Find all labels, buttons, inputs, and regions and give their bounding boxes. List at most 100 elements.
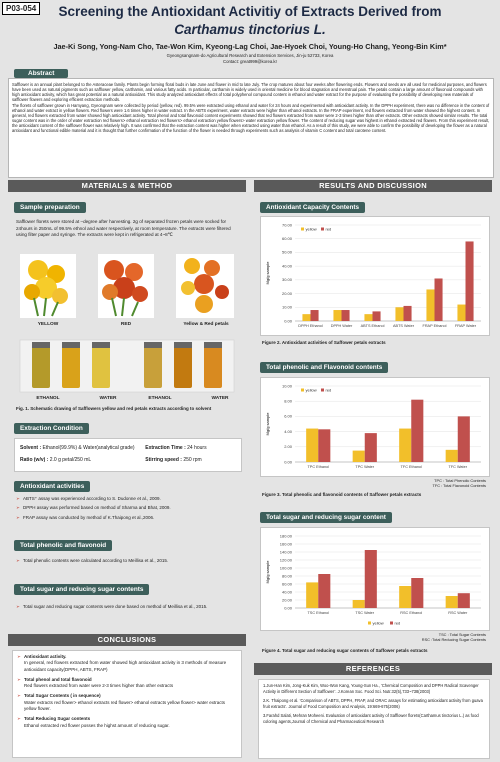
chart-note: TSC : Total Sugar Contents bbox=[438, 632, 486, 637]
list: Total sugar and reducing sugar contents … bbox=[16, 604, 242, 613]
bar bbox=[352, 600, 365, 608]
legend-label: red bbox=[395, 620, 401, 625]
x-tick-label: TSC Water bbox=[355, 611, 374, 615]
x-tick-label: TFC Ethanol bbox=[401, 465, 422, 469]
section-heading: Extraction Condition bbox=[14, 423, 89, 434]
condition-value: 2.0 g petal/250 mL bbox=[49, 457, 92, 463]
figure-caption: Figure 4. Total sugar and reducing sugar… bbox=[262, 648, 428, 653]
legend-swatch bbox=[368, 621, 371, 625]
y-tick-label: 80.00 bbox=[282, 573, 293, 578]
y-tick-label: 4.00 bbox=[284, 429, 293, 434]
y-tick-label: 60.00 bbox=[282, 581, 293, 586]
title: Screening the Antioxidant Activitiy of E… bbox=[58, 4, 442, 19]
x-tick-label: TFC Water bbox=[449, 465, 468, 469]
photo-yellow bbox=[20, 254, 76, 318]
condition: Solvent : Ethanol(99.9%) & Water(analyti… bbox=[20, 443, 145, 455]
bar bbox=[399, 428, 412, 462]
y-tick-label: 0.00 bbox=[284, 605, 293, 610]
list-item: ABTS⁺ assay was experienced according to… bbox=[16, 496, 242, 503]
y-tick-label: 70.00 bbox=[282, 222, 293, 227]
vial-label: ETHANOL bbox=[36, 396, 60, 401]
bar bbox=[318, 574, 331, 608]
list-item: Total phenolic contents were calculated … bbox=[16, 558, 242, 565]
x-tick-label: RSC Water bbox=[448, 611, 468, 615]
conclusion-text: Red flowers extracted from water were 2-… bbox=[24, 683, 174, 689]
chart: Mg/g sample 0.00 20.00 40.00 60.00 80.00 100.0… bbox=[260, 527, 490, 631]
contact: Contact: great999@korea.kr bbox=[222, 59, 278, 64]
figure-caption: Figure 2. Antioxidant activities of Saff… bbox=[262, 340, 386, 345]
legend-swatch bbox=[321, 388, 324, 392]
y-tick-label: 8.00 bbox=[284, 399, 293, 404]
bar bbox=[333, 310, 342, 321]
bar bbox=[372, 311, 381, 321]
column-heading: MATERIALS & METHOD bbox=[8, 180, 246, 192]
condition-value: 24 hours bbox=[187, 445, 207, 451]
legend-swatch bbox=[301, 388, 304, 392]
chart-note: TFC : Total Flavonoid Contents bbox=[432, 483, 486, 489]
bar bbox=[426, 289, 435, 321]
authors: Jae-Ki Song, Yong-Nam Cho, Tae-Won Kim, … bbox=[53, 42, 447, 51]
y-tick-label: 30.00 bbox=[282, 277, 293, 282]
condition-label: Extraction Time : bbox=[145, 445, 186, 451]
bar bbox=[352, 450, 365, 462]
y-tick-label: 2.00 bbox=[284, 444, 293, 449]
photo-petals bbox=[176, 254, 234, 318]
section-heading: Total sugar and reducing sugar content bbox=[260, 512, 392, 523]
condition-label: Stirring speed : bbox=[145, 457, 182, 463]
paragraph: Safflower florets were stored at –degree… bbox=[16, 219, 231, 238]
column-heading: CONCLUSIONS bbox=[8, 634, 246, 646]
title-species: Carthamus tinctorius L. bbox=[174, 22, 326, 37]
bar bbox=[306, 428, 319, 462]
bar bbox=[302, 314, 311, 321]
bar bbox=[395, 307, 404, 321]
condition: Extraction Time : 24 hours bbox=[145, 443, 236, 455]
chart: Mg/g sample 0.00 10.00 20.00 30.00 40.00 50.00… bbox=[260, 216, 490, 336]
bar bbox=[306, 582, 319, 608]
y-tick-label: 10.00 bbox=[282, 305, 293, 310]
y-axis-label: Mg/g sample bbox=[265, 560, 270, 584]
conclusion-text: Ethanol extracted red flower posses the … bbox=[24, 722, 170, 728]
chart: Mg/g sample 0.00 2.00 4.00 6.00 8.00 10.00 TPC … bbox=[260, 377, 490, 477]
list-item: FRAP assay was conducted by method of K.… bbox=[16, 515, 242, 522]
references-box: 1.Jun-Han Kim, Jong-Kuk Kim, Woo-Won Kan… bbox=[258, 679, 490, 759]
condition: Ratio (w/v) : 2.0 g petal/250 mL bbox=[20, 455, 145, 467]
poster-id: P03-054 bbox=[2, 2, 41, 15]
x-tick-label: ABTS Ethanol bbox=[361, 324, 385, 328]
x-tick-label: DPPH Ethanol bbox=[298, 324, 323, 328]
y-axis-label: Mg/g sample bbox=[265, 412, 270, 436]
list-item: DPPH assay was performed based on method… bbox=[16, 505, 242, 512]
chart-notes: TSC : Total Sugar Contents RSC :Total Red… bbox=[300, 632, 486, 643]
reference: 1.Jun-Han Kim, Jong-Kuk Kim, Woo-Won Kan… bbox=[263, 683, 479, 694]
conclusion-title: Total Reducing Sugar contents bbox=[24, 716, 91, 722]
photo-vials bbox=[19, 339, 235, 393]
x-tick-label: FRAP Water bbox=[455, 324, 477, 328]
bar bbox=[445, 449, 458, 462]
y-tick-label: 60.00 bbox=[282, 236, 293, 241]
bar bbox=[434, 278, 443, 321]
list: ABTS⁺ assay was experienced according to… bbox=[16, 496, 242, 524]
x-tick-label: DPPH Water bbox=[331, 324, 353, 328]
legend-swatch bbox=[301, 227, 304, 231]
vial-label: WATER bbox=[99, 396, 117, 401]
abstract-paragraph: The florets of safflower grown in Hamyan… bbox=[12, 102, 490, 133]
y-tick-label: 160.00 bbox=[280, 541, 293, 546]
legend-label: yellow bbox=[373, 620, 384, 625]
condition-value: 250 rpm bbox=[183, 457, 202, 463]
legend-label: red bbox=[326, 226, 332, 231]
bar bbox=[411, 399, 424, 462]
condition-value: Ethanol(99.9%) & Water(analytical grade) bbox=[42, 445, 135, 451]
conclusion-title: Total phenol and total flavonoid bbox=[24, 676, 92, 682]
legend-label: yellow bbox=[306, 226, 317, 231]
reference: 3.Farahd Salati, Mehran Moheeni. Evaluat… bbox=[263, 712, 479, 724]
bar bbox=[364, 433, 377, 462]
y-tick-label: 40.00 bbox=[282, 263, 293, 268]
x-tick-label: ABTS Water bbox=[393, 324, 415, 328]
chart-note: TPC : Total Phenolic Contents bbox=[434, 478, 486, 483]
legend-label: yellow bbox=[306, 387, 317, 392]
bar bbox=[399, 586, 412, 608]
bar bbox=[457, 304, 466, 321]
legend-swatch bbox=[390, 621, 393, 625]
section-heading: Total phenolic and flavonoid bbox=[14, 540, 113, 551]
conclusion: Antioxidant activity.In general, red flo… bbox=[17, 654, 237, 673]
